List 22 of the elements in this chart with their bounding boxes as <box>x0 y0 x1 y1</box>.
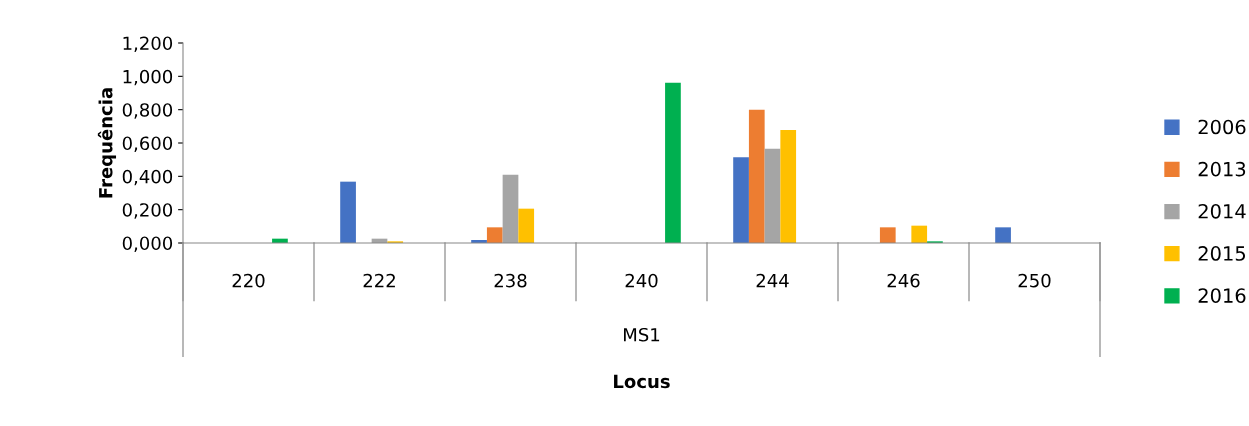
x-tick-label: 238 <box>494 273 527 288</box>
y-tick-label: 0,600 <box>122 136 173 152</box>
x-tick-label: 244 <box>756 273 789 288</box>
y-tick-label: 0,200 <box>122 203 173 219</box>
x-tick-label: 220 <box>232 273 265 288</box>
y-tick-label: 1,000 <box>123 69 173 86</box>
y-tick-label: 0,000 <box>122 236 173 252</box>
y-tick-label: 1,200 <box>123 36 173 52</box>
x-tick-label: 222 <box>363 273 395 288</box>
legend-label: 2014 <box>1198 203 1246 219</box>
legend-label: 2013 <box>1198 161 1246 177</box>
text: MS1 <box>624 327 660 342</box>
y-axis-title: Frequência <box>97 88 117 198</box>
y-tick-label: 0,800 <box>122 103 173 119</box>
legend-label: 2016 <box>1198 288 1246 303</box>
x-tick-label: 246 <box>887 273 920 288</box>
x-tick-label: 240 <box>625 273 658 288</box>
legend-label: 2006 <box>1198 119 1246 135</box>
x-axis-title: Locus <box>614 374 670 389</box>
legend-label: 2015 <box>1198 246 1246 261</box>
x-tick-label: 250 <box>1018 273 1051 288</box>
y-tick-label: 0,400 <box>122 169 173 186</box>
